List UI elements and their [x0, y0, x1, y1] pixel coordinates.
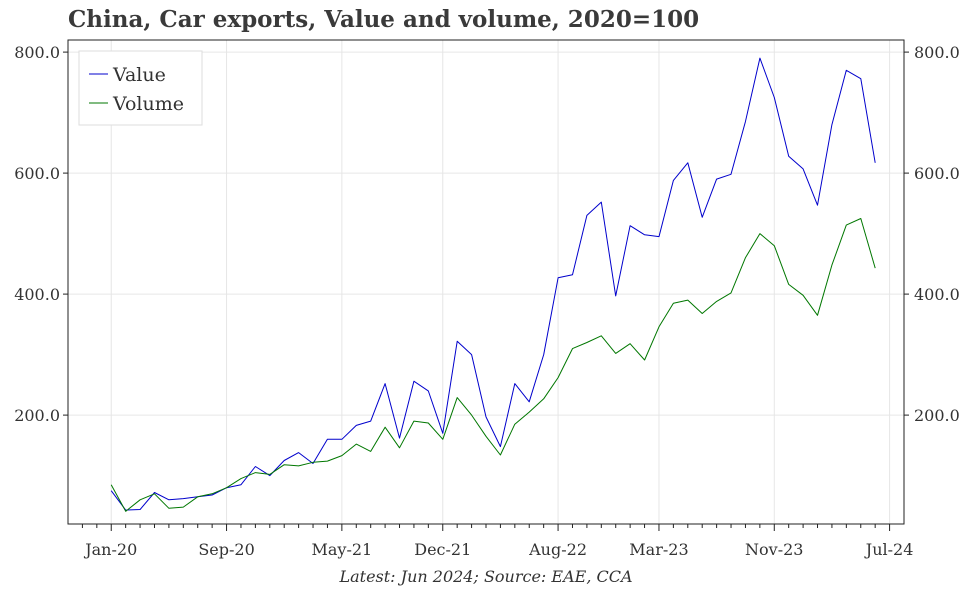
series-line-volume: [110, 218, 876, 512]
y-tick-label-right: 200.0: [914, 406, 960, 425]
y-tick-label-left: 800.0: [14, 43, 60, 62]
chart-title: China, Car exports, Value and volume, 20…: [68, 6, 700, 33]
x-tick-label: Dec-21: [414, 540, 471, 559]
gridlines: [68, 40, 904, 524]
x-tick-label: May-21: [311, 540, 372, 559]
series-line-value: [110, 57, 876, 511]
legend-label-value: Value: [112, 64, 166, 86]
y-tick-label-right: 800.0: [914, 43, 960, 62]
legend-box: [78, 50, 203, 126]
x-tick-label: Aug-22: [528, 540, 587, 559]
x-tick-label: Sep-20: [198, 540, 254, 559]
y-tick-label-left: 400.0: [14, 285, 60, 304]
y-tick-label-left: 600.0: [14, 164, 60, 183]
axes: 200.0 200.0 400.0 400.0 600.0 600.0 800.0 800.0…: [14, 43, 960, 559]
x-tick-label: Jan-20: [83, 540, 137, 559]
x-tick-label: Jul-24: [864, 540, 914, 559]
legend: Value Volume: [78, 50, 203, 126]
y-tick-label-right: 400.0: [914, 285, 960, 304]
legend-label-volume: Volume: [112, 93, 184, 115]
y-tick-label-left: 200.0: [14, 406, 60, 425]
chart-footnote: Latest: Jun 2024; Source: EAE, CCA: [338, 567, 632, 586]
y-tick-label-right: 600.0: [914, 164, 960, 183]
x-tick-label: Nov-23: [745, 540, 803, 559]
x-tick-label: Mar-23: [629, 540, 688, 559]
series-layer: [110, 57, 876, 512]
